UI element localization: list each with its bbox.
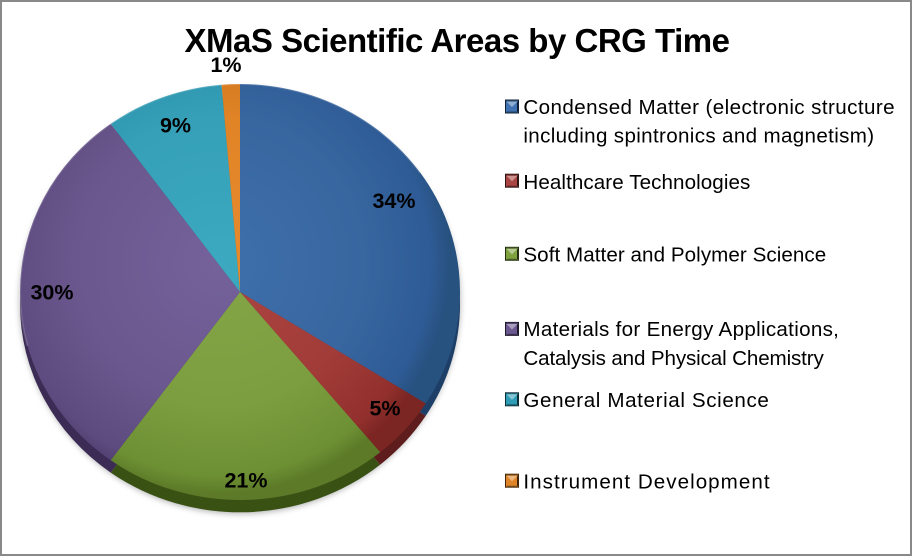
svg-text:Healthcare Technologies: Healthcare Technologies: [523, 171, 750, 194]
svg-text:Catalysis and Physical Chemist: Catalysis and Physical Chemistry: [523, 347, 824, 370]
svg-text:34%: 34%: [372, 189, 415, 213]
svg-text:9%: 9%: [160, 113, 191, 137]
svg-text:5%: 5%: [369, 397, 400, 421]
svg-text:Instrument Development: Instrument Development: [523, 470, 770, 493]
svg-text:30%: 30%: [30, 281, 73, 305]
svg-text:Soft Matter and Polymer Scienc: Soft Matter and Polymer Science: [523, 243, 826, 266]
svg-text:Materials for Energy Applicati: Materials for Energy Applications,: [523, 318, 839, 341]
svg-text:General Material Science: General Material Science: [523, 389, 769, 412]
svg-text:21%: 21%: [224, 469, 267, 493]
svg-text:Condensed Matter (electronic s: Condensed Matter (electronic structure: [523, 96, 895, 119]
svg-text:1%: 1%: [210, 53, 241, 77]
svg-text:including spintronics and magn: including spintronics and magnetism): [523, 125, 874, 148]
svg-text:XMaS Scientific Areas by CRG T: XMaS Scientific Areas by CRG Time: [184, 22, 729, 59]
